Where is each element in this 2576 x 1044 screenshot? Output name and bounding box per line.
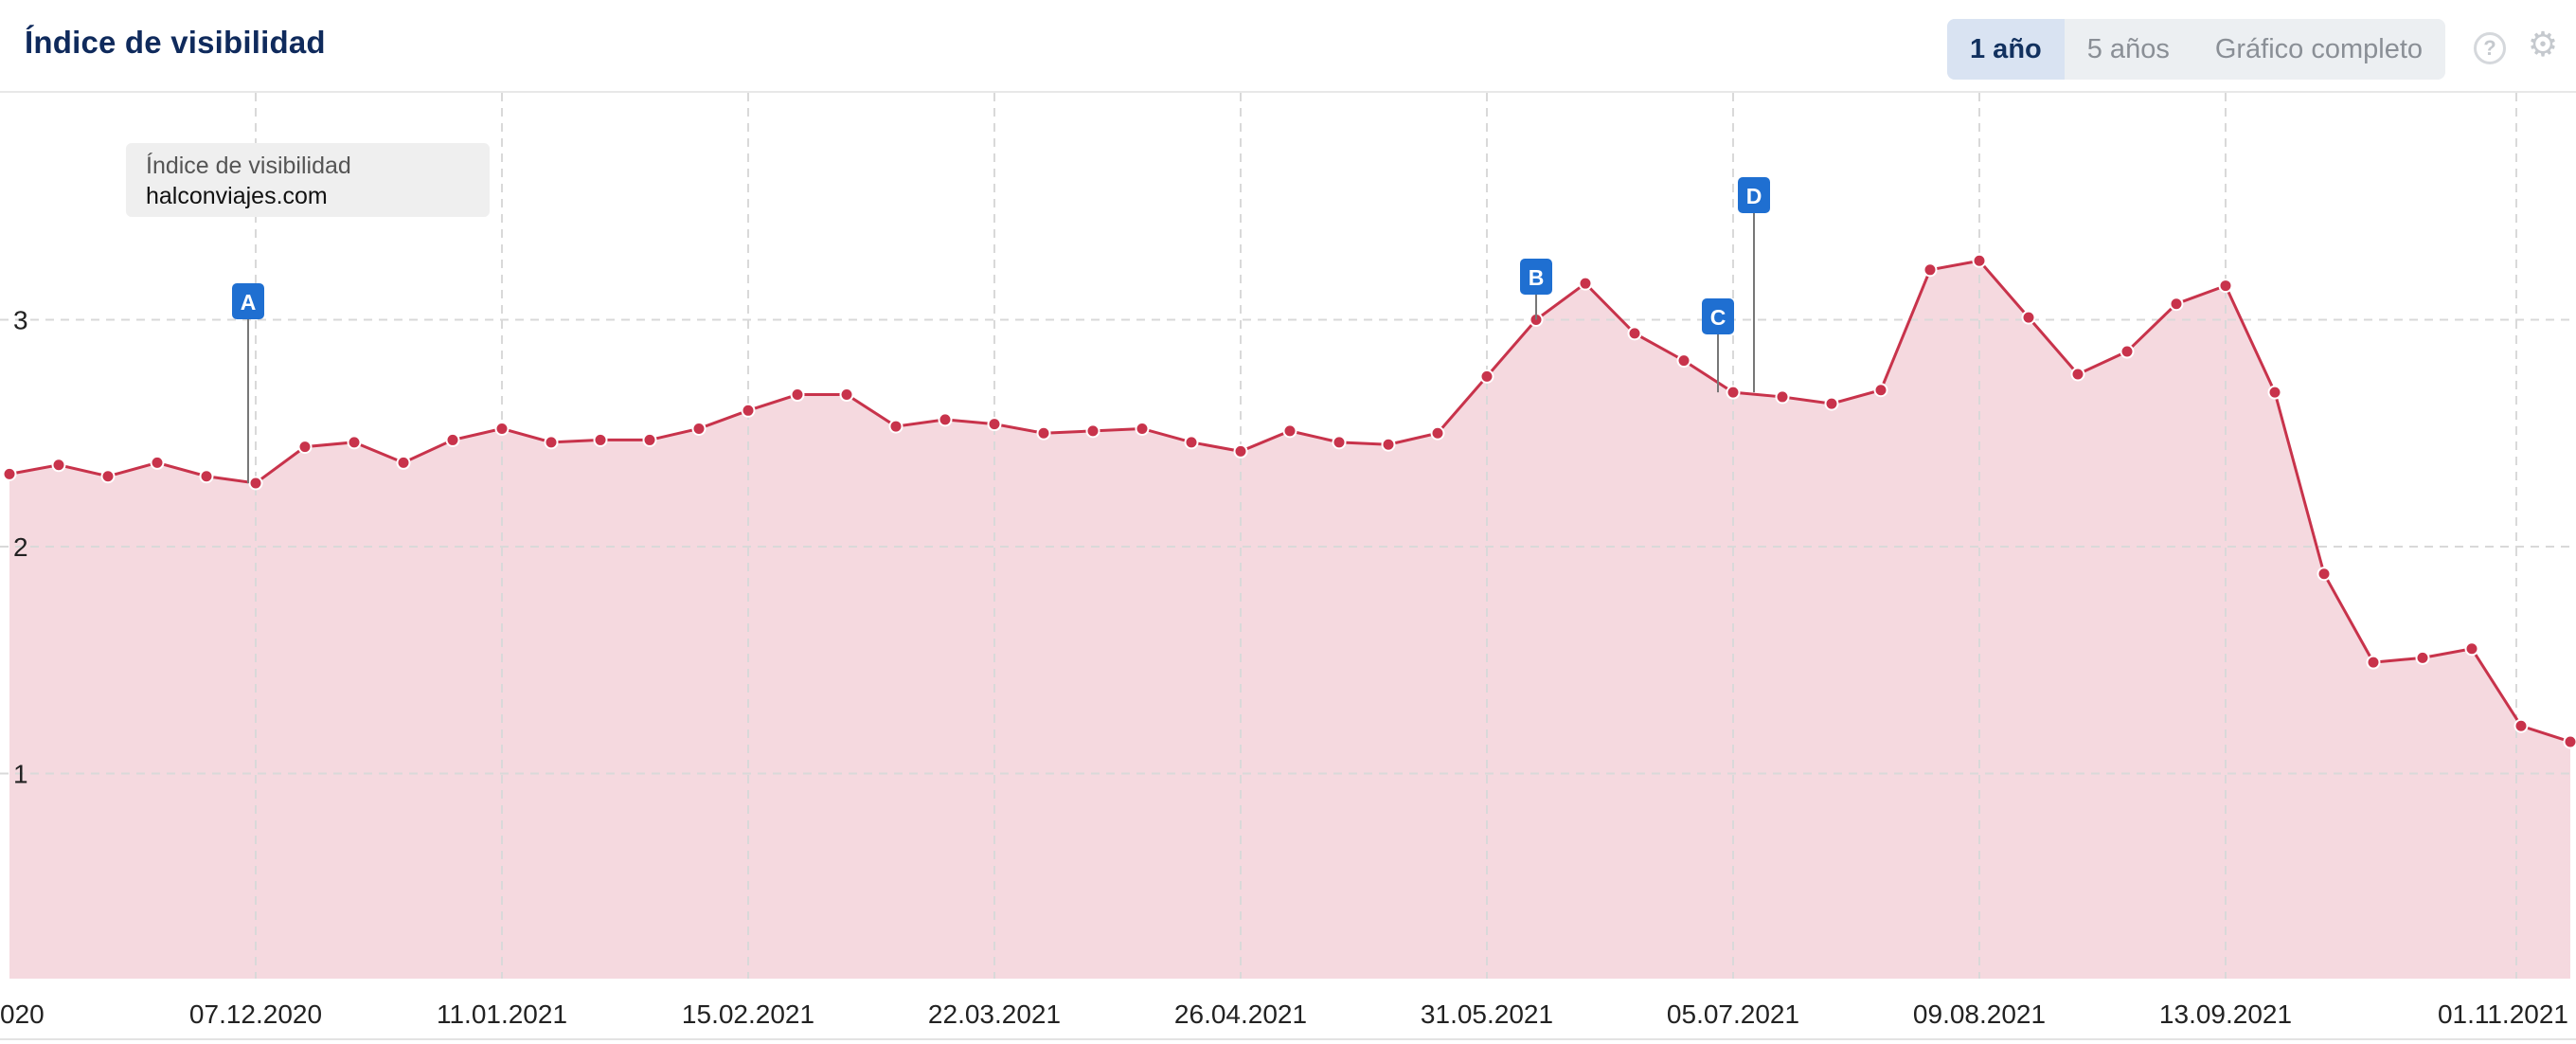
range-1-year-button[interactable]: 1 año <box>1947 19 2065 80</box>
data-point <box>1184 435 1199 450</box>
x-tick-label: 13.09.2021 <box>2159 999 2292 1029</box>
data-point <box>199 469 214 484</box>
x-tick-label: 15.02.2021 <box>682 999 814 1029</box>
data-point <box>2120 344 2135 359</box>
event-marker-a <box>232 283 264 319</box>
data-point <box>1824 396 1839 411</box>
series-area <box>9 261 2570 979</box>
chart-tooltip: Índice de visibilidad halconviajes.com <box>126 143 490 217</box>
tooltip-domain-label: halconviajes.com <box>146 183 328 209</box>
data-point <box>593 432 608 447</box>
x-tick-label: 22.03.2021 <box>928 999 1061 1029</box>
data-point <box>1332 435 1347 450</box>
data-point <box>51 458 66 473</box>
data-point <box>1233 443 1248 459</box>
data-point <box>987 417 1002 432</box>
event-marker-label: C <box>1710 305 1726 330</box>
data-point <box>445 432 460 447</box>
widget-header: Índice de visibilidad 1 año 5 años Gráfi… <box>0 0 2576 93</box>
event-marker-c <box>1702 298 1734 334</box>
data-point <box>938 412 953 427</box>
data-point <box>2169 297 2184 312</box>
y-tick-label: 1 <box>13 760 28 789</box>
event-marker-label: D <box>1746 184 1762 208</box>
data-point <box>2070 367 2085 382</box>
data-point <box>741 403 756 418</box>
event-marker-label: B <box>1529 265 1545 290</box>
data-point <box>1282 423 1297 439</box>
y-tick-label: 2 <box>13 532 28 562</box>
range-selector: 1 año 5 años Gráfico completo <box>1947 19 2446 80</box>
data-point <box>1578 276 1593 291</box>
data-point <box>1085 423 1100 439</box>
data-point <box>1479 369 1494 384</box>
data-point <box>1627 326 1642 341</box>
data-point <box>2218 279 2233 294</box>
data-point <box>100 469 116 484</box>
data-point <box>2563 734 2576 749</box>
data-point <box>1775 389 1790 405</box>
data-point <box>544 435 559 450</box>
data-point <box>2366 655 2381 670</box>
x-tick-label: 07.12.2020 <box>189 999 322 1029</box>
data-point <box>1430 425 1445 441</box>
x-tick-label: 31.05.2021 <box>1421 999 1553 1029</box>
help-icon[interactable]: ? <box>2474 32 2506 64</box>
x-tick-label: 020 <box>0 999 45 1029</box>
data-point <box>150 455 165 470</box>
data-point <box>1135 421 1150 436</box>
data-point <box>642 432 657 447</box>
range-full-chart-button[interactable]: Gráfico completo <box>2214 34 2424 64</box>
range-5-years-button[interactable]: 5 años <box>2086 34 2170 64</box>
data-point <box>691 421 707 436</box>
data-point <box>2 466 17 481</box>
widget-title: Índice de visibilidad <box>25 25 326 60</box>
x-tick-label: 05.07.2021 <box>1667 999 1799 1029</box>
data-point <box>1726 385 1741 400</box>
data-point <box>396 455 411 470</box>
data-point <box>248 476 263 491</box>
visibility-chart: 1 2 3 020 07.12.2020 11.01.2021 15.02.2021 22.0… <box>0 93 2576 1029</box>
data-point <box>2317 567 2332 582</box>
data-point <box>790 387 805 403</box>
data-point <box>888 419 903 434</box>
data-point <box>2267 385 2282 400</box>
data-point <box>1972 253 1987 268</box>
chart-bottom-border <box>0 1038 2576 1040</box>
event-marker-b <box>1520 259 1552 295</box>
tooltip-metric-label: Índice de visibilidad <box>146 153 351 179</box>
data-point <box>2464 641 2479 657</box>
x-tick-label: 01.11.2021 <box>2438 999 2568 1029</box>
data-point <box>2513 718 2529 733</box>
data-point <box>297 440 313 455</box>
data-point <box>1381 437 1396 452</box>
x-tick-label: 26.04.2021 <box>1174 999 1307 1029</box>
data-point <box>839 387 854 403</box>
y-tick-label: 3 <box>13 306 28 335</box>
data-point <box>494 421 510 436</box>
x-tick-label: 09.08.2021 <box>1913 999 2046 1029</box>
data-point <box>1923 262 1938 278</box>
data-point <box>2415 650 2430 665</box>
data-point <box>1676 353 1691 369</box>
event-marker-label: A <box>241 290 257 315</box>
x-tick-label: 11.01.2021 <box>437 999 567 1029</box>
data-point <box>1873 383 1888 398</box>
gear-icon[interactable]: ⚙ <box>2527 25 2559 63</box>
data-point <box>2021 310 2036 325</box>
data-point <box>347 435 362 450</box>
data-point <box>1036 425 1051 441</box>
event-marker-d <box>1738 177 1770 213</box>
